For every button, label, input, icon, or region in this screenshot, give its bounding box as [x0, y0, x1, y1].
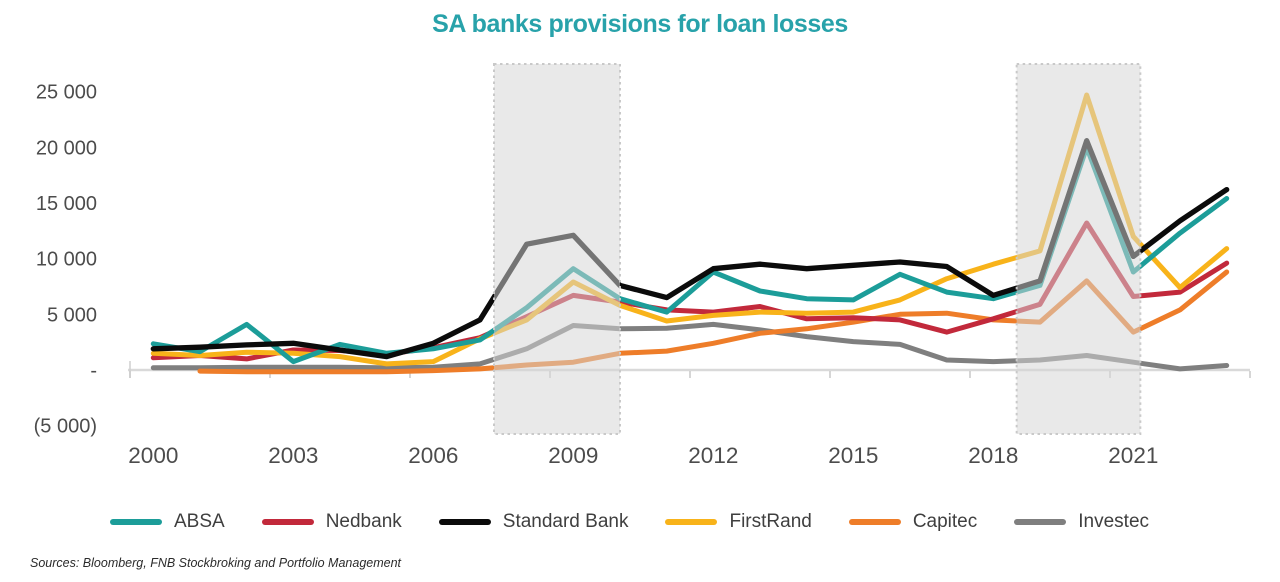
- x-axis-label: 2000: [128, 443, 178, 468]
- y-axis-label: (5 000): [34, 416, 97, 438]
- y-axis-label: 5 000: [47, 304, 97, 326]
- legend-swatch: [848, 518, 901, 526]
- x-axis-label: 2009: [548, 443, 598, 468]
- legend-item-capitec: Capitec: [848, 511, 978, 533]
- y-axis-label: 15 000: [36, 193, 97, 215]
- legend-swatch: [1014, 518, 1067, 526]
- legend-swatch: [261, 518, 314, 526]
- legend-label: ABSA: [174, 511, 225, 532]
- line-chart: 25 000 20 000 15 000 10 000 5 000 - (5 000) 200…: [34, 63, 1251, 468]
- y-axis-label: -: [90, 360, 97, 382]
- x-axis-label: 2021: [1108, 443, 1158, 468]
- legend-label: Capitec: [912, 511, 978, 532]
- legend-label: Standard Bank: [502, 511, 629, 532]
- chart-legend: ABSA Nedbank Standard Bank FirstRand Capitec…: [110, 511, 1149, 533]
- y-axis-label: 20 000: [36, 137, 97, 159]
- legend-item-investec: Investec: [1014, 511, 1149, 533]
- legend-label: Investec: [1078, 511, 1150, 532]
- x-axis-label: 2012: [688, 443, 738, 468]
- x-axis-label: 2006: [408, 443, 458, 468]
- legend-swatch: [438, 518, 491, 526]
- x-axis-label: 2003: [268, 443, 318, 468]
- shaded-band-2: [1015, 63, 1142, 435]
- legend-label: Nedbank: [325, 511, 402, 532]
- legend-item-standard-bank: Standard Bank: [438, 511, 629, 533]
- y-axis-label: 10 000: [36, 249, 97, 271]
- source-note: Sources: Bloomberg, FNB Stockbroking and…: [30, 556, 402, 570]
- chart-title: SA banks provisions for loan losses: [432, 10, 848, 38]
- legend-label: FirstRand: [729, 511, 812, 532]
- legend-swatch: [665, 518, 718, 526]
- legend-item-nedbank: Nedbank: [261, 511, 402, 533]
- x-axis-label: 2015: [828, 443, 878, 468]
- y-axis-label: 25 000: [36, 82, 97, 104]
- shaded-band-1: [493, 63, 621, 435]
- x-axis-label: 2018: [968, 443, 1018, 468]
- legend-item-firstrand: FirstRand: [665, 511, 812, 533]
- legend-item-absa: ABSA: [110, 511, 225, 533]
- legend-swatch: [110, 518, 162, 526]
